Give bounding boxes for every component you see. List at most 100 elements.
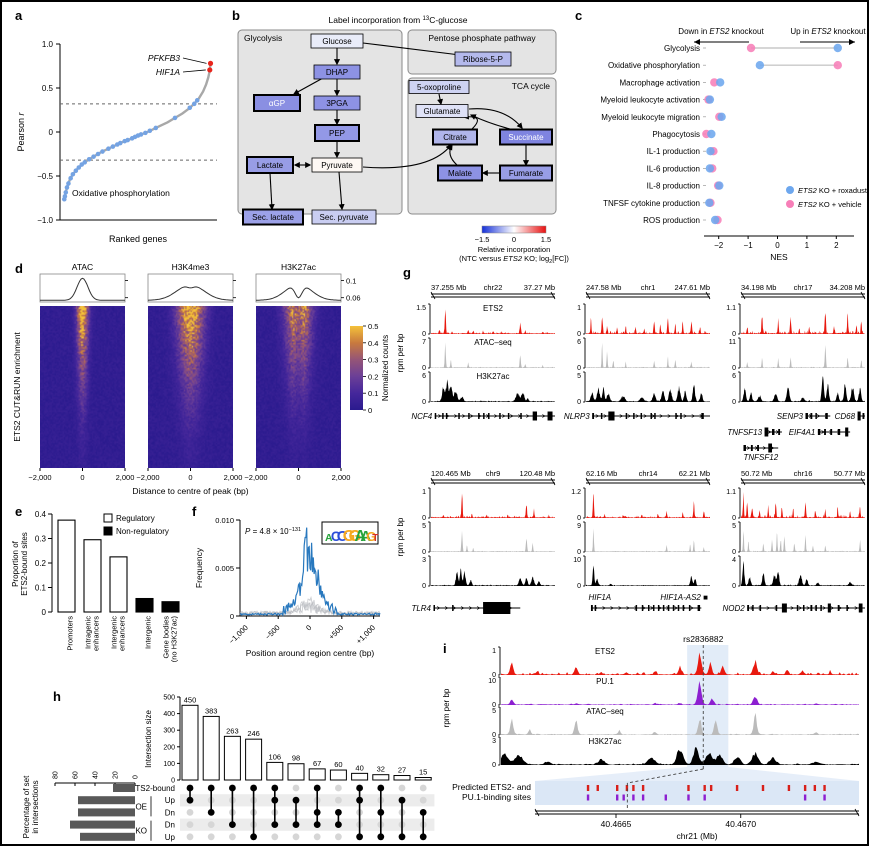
intersection-value: 67 — [313, 759, 321, 768]
track-zero: 0 — [577, 583, 581, 590]
metabolite-label-oxo: 5-oxoproline — [417, 83, 462, 92]
track-signal — [501, 712, 859, 735]
metabolite-label-glut: Glutamate — [424, 107, 461, 116]
y-axis-title: Pearson r — [16, 111, 26, 151]
track-signal — [501, 652, 859, 675]
gene-direction-chevron — [602, 606, 607, 610]
ruler-end — [860, 477, 866, 486]
oxphos-gene-dot — [106, 146, 111, 152]
highlight-gene-dot — [207, 60, 214, 66]
member-dot — [398, 833, 406, 841]
y-tick-label: 0.010 — [215, 516, 234, 525]
oxphos-gene-dot — [191, 101, 197, 107]
cb-tick-label: 0.5 — [368, 322, 378, 331]
ruler-end — [585, 291, 591, 300]
motif-letter: C — [331, 529, 341, 544]
incorporation-colorbar — [481, 225, 547, 234]
metabolite-node-pep — [314, 124, 360, 142]
gene-exon — [434, 413, 437, 419]
heat-y-axis-title: ETS2 CUT&RUN enrichment — [12, 332, 22, 442]
x-tick-label: −500 — [263, 623, 281, 641]
leader-line — [182, 57, 207, 64]
heatmap-image-ATAC — [40, 306, 125, 468]
intersection-bar — [223, 735, 241, 781]
bar-category-label: Promoters — [66, 616, 75, 651]
gene-direction-chevron — [667, 414, 672, 418]
gene-exon — [652, 605, 655, 611]
panel-label-h: h — [53, 689, 61, 704]
pathway-category-label: Myeloid leukocyte activation — [600, 96, 700, 105]
gene-direction-chevron — [690, 606, 695, 610]
track-zero: 0 — [492, 702, 496, 709]
gene-direction-chevron — [438, 414, 442, 418]
heat-x-tick-label: −2,000 — [136, 473, 159, 482]
gene-exon — [667, 605, 670, 611]
gene-direction-chevron — [691, 414, 696, 418]
gene-exon — [675, 413, 677, 419]
gene-direction-chevron — [476, 606, 481, 610]
gene-exon — [478, 413, 480, 419]
x-tick-label: −1,000 — [227, 623, 250, 646]
gene-direction-chevron — [526, 414, 530, 418]
oxphos-gene-dot — [187, 105, 193, 111]
nes-dot-vehicle — [746, 43, 756, 53]
gene-exon — [857, 411, 861, 421]
intersection-value: 40 — [355, 763, 363, 772]
ruler-end — [860, 291, 866, 300]
member-dot — [292, 796, 300, 804]
metabolite-node-ribose — [454, 51, 512, 67]
track-signal — [586, 384, 710, 402]
oxphos-gene-dot — [73, 168, 79, 174]
ruler-end — [740, 291, 746, 300]
track-zero: 0 — [577, 515, 581, 522]
gene-exon — [775, 605, 778, 611]
panel-f-motif-frequency: 0 0.005 0.010 −1,000 −500 0 +500 +1,000 P = 4.8 … — [194, 516, 381, 658]
gene-exon — [488, 413, 490, 419]
pathway-arrow — [446, 143, 458, 166]
pct-tick-label: 20 — [113, 771, 120, 779]
motif-letter: G — [349, 528, 361, 545]
y-tick-label: 0 — [230, 612, 234, 621]
nes-dot-roxadustat — [717, 112, 726, 122]
gene-exon — [635, 605, 638, 611]
ruler-end — [430, 477, 436, 486]
gene-exon — [778, 429, 781, 435]
snp-highlight-band — [687, 645, 729, 767]
track-signal — [431, 309, 555, 334]
track-name: ETS2 — [483, 304, 504, 313]
intersection-value: 263 — [226, 726, 239, 735]
ruler-end — [854, 808, 860, 817]
bar-2 — [109, 556, 128, 613]
oxphos-gene-dot — [143, 130, 148, 136]
gene-exon — [817, 429, 821, 435]
coord-start-label: 120.465 Mb — [431, 469, 471, 478]
nonmember-dot — [292, 833, 300, 841]
oxphos-gene-dot — [70, 171, 76, 177]
pathway-category-label: IL-1 production — [647, 147, 700, 156]
panel-label-e: e — [15, 504, 23, 519]
track-ymax: 5 — [492, 708, 496, 715]
metabolite-node-oxo — [408, 80, 470, 94]
track-signal — [586, 342, 710, 368]
gene-exon — [830, 429, 833, 435]
y-tick-label: 1.0 — [42, 40, 54, 49]
heat-x-tick-label: 0 — [80, 473, 84, 482]
gene-exon — [815, 413, 817, 419]
gene-direction-chevron — [750, 606, 755, 610]
intersection-value: 450 — [184, 695, 197, 704]
ets2-site-tick — [586, 785, 590, 791]
gene-name-label: EIF4A1 — [789, 428, 816, 437]
y-tick-label: 400 — [163, 711, 175, 718]
ets2-site-tick — [703, 785, 706, 791]
x-tick-label: 1 — [805, 241, 810, 250]
track-ymax: 11 — [729, 339, 736, 346]
track-ymax: 1 — [492, 648, 496, 655]
x-tick-label: +500 — [327, 623, 345, 641]
gene-exon — [640, 413, 643, 419]
pu1-site-tick — [622, 794, 625, 801]
profile-curve — [147, 286, 234, 301]
track-signal — [586, 565, 710, 586]
gene-direction-chevron — [666, 606, 671, 610]
gene-direction-chevron — [452, 606, 457, 610]
ruler-end — [740, 477, 746, 486]
